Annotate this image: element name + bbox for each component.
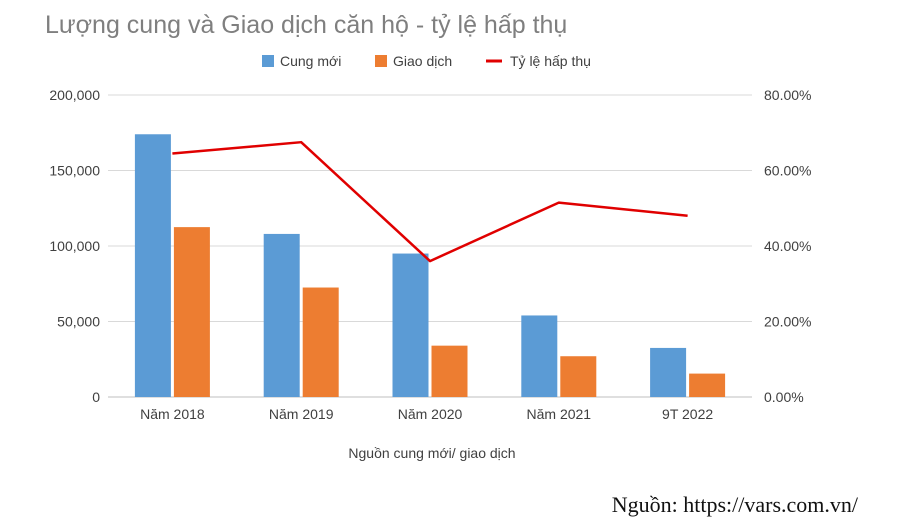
y-tick-left: 150,000 (49, 163, 100, 179)
legend-label: Giao dịch (393, 53, 452, 69)
x-tick-label: Năm 2018 (140, 406, 205, 422)
y-tick-left: 100,000 (49, 238, 100, 254)
y-axis-left: 0 50,000 100,000 150,000 200,000 (49, 87, 100, 405)
y-axis-right: 0.00% 20.00% 40.00% 60.00% 80.00% (764, 87, 811, 405)
legend-label: Cung mới (280, 53, 341, 69)
bar-cung-mới (521, 315, 558, 397)
line-series (172, 140, 688, 263)
y-tick-right: 40.00% (764, 238, 811, 254)
bars (134, 134, 726, 397)
x-tick-label: Năm 2019 (269, 406, 334, 422)
bar-giao-dịch (560, 356, 597, 397)
y-tick-left: 200,000 (49, 87, 100, 103)
chart-title: Lượng cung và Giao dịch căn hộ - tỷ lệ h… (45, 11, 567, 39)
bar-cung-mới (650, 347, 687, 397)
bar-giao-dịch (173, 227, 210, 397)
legend: Cung mới Giao dịch Tỷ lệ hấp thụ (262, 53, 591, 69)
y-tick-left: 0 (92, 389, 100, 405)
bar-giao-dịch (431, 345, 468, 397)
legend-swatch (375, 55, 387, 67)
gridlines (108, 94, 752, 398)
y-tick-right: 20.00% (764, 314, 811, 330)
source-note: Nguồn: https://vars.com.vn/ (612, 492, 859, 517)
bar-giao-dịch (689, 373, 726, 397)
y-tick-right: 80.00% (764, 87, 811, 103)
x-axis-label: Nguồn cung mới/ giao dịch (348, 445, 515, 461)
legend-swatch (262, 55, 274, 67)
y-tick-right: 0.00% (764, 389, 804, 405)
bar-cung-mới (392, 253, 429, 397)
y-tick-right: 60.00% (764, 163, 811, 179)
legend-label: Tỷ lệ hấp thụ (510, 53, 591, 69)
absorption-line (172, 140, 688, 263)
y-tick-left: 50,000 (57, 314, 100, 330)
bar-cung-mới (263, 233, 300, 397)
x-tick-label: Năm 2021 (527, 406, 592, 422)
x-axis: Năm 2018 Năm 2019 Năm 2020 Năm 2021 9T 2022 (140, 406, 713, 422)
bar-giao-dịch (302, 287, 339, 397)
bar-cung-mới (134, 134, 171, 397)
x-tick-label: Năm 2020 (398, 406, 463, 422)
x-tick-label: 9T 2022 (662, 406, 713, 422)
